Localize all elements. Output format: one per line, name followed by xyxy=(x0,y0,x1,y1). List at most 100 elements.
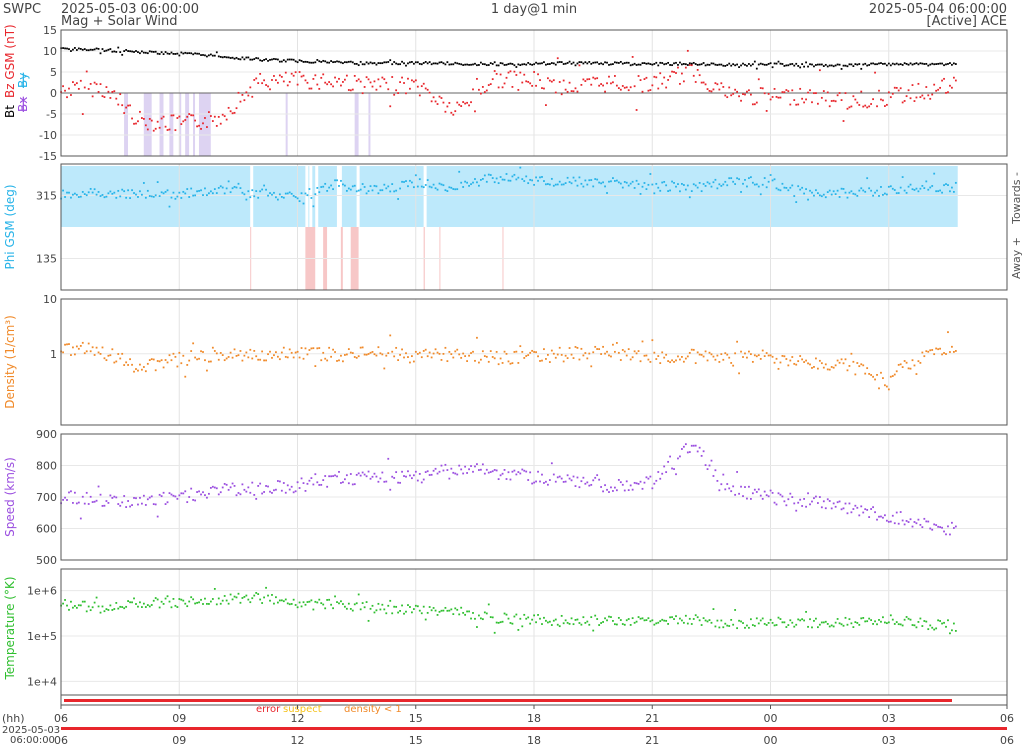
bt-point xyxy=(109,48,112,50)
phi-point xyxy=(820,195,823,198)
bz-point xyxy=(70,94,72,96)
speed-point xyxy=(576,476,579,479)
bt-point xyxy=(623,62,626,64)
density-point xyxy=(884,384,886,387)
temperature-point xyxy=(275,596,277,599)
bz-point xyxy=(787,90,790,93)
bt-point xyxy=(458,62,461,65)
speed-point xyxy=(704,464,707,467)
temperature-point xyxy=(554,618,557,621)
density-point xyxy=(722,358,725,361)
density-point xyxy=(645,354,648,357)
bt-point xyxy=(466,63,468,66)
phi-point xyxy=(602,181,604,184)
phi-point xyxy=(470,183,472,186)
density-point xyxy=(379,352,382,355)
speed-point xyxy=(574,485,577,487)
density-point xyxy=(399,353,401,356)
bt-point xyxy=(694,63,697,65)
mag-ytick-label: -15 xyxy=(39,150,57,163)
speed-point xyxy=(657,471,660,473)
speed-point xyxy=(83,502,86,505)
speed-point xyxy=(608,491,610,493)
bt-point xyxy=(554,63,557,66)
speed-point xyxy=(150,495,153,498)
phi-point xyxy=(951,186,953,189)
bz-point xyxy=(842,120,845,122)
bz-point xyxy=(529,82,532,85)
bt-point xyxy=(815,64,817,66)
bz-south-shade xyxy=(198,93,211,156)
temperature-point xyxy=(688,617,691,620)
bz-point xyxy=(357,78,360,81)
bt-point xyxy=(101,48,104,50)
temperature-point xyxy=(436,614,439,616)
speed-point xyxy=(127,500,130,502)
temperature-point xyxy=(889,614,892,617)
phi-point xyxy=(507,179,510,182)
phi-point xyxy=(923,187,926,190)
temperature-point xyxy=(290,603,293,605)
bz-point xyxy=(336,80,338,83)
bt-point xyxy=(537,62,539,65)
bt-point xyxy=(93,48,96,51)
x-tick-label-bottom: 06 xyxy=(54,734,68,747)
phi-point xyxy=(921,184,924,187)
speed-point xyxy=(446,469,449,471)
bt-point xyxy=(440,61,443,64)
bt-point xyxy=(265,58,267,61)
phi-point xyxy=(243,193,246,196)
bz-point xyxy=(454,110,457,113)
density-point xyxy=(517,362,520,364)
phi-point xyxy=(485,180,488,183)
bz-point xyxy=(206,126,208,128)
bt-point xyxy=(131,50,133,53)
density-point xyxy=(334,351,336,353)
bz-point xyxy=(259,72,262,75)
bz-point xyxy=(568,81,571,84)
density-point xyxy=(817,367,819,370)
density-point xyxy=(509,362,512,365)
temperature-point xyxy=(708,619,711,621)
temperature-point xyxy=(261,602,264,604)
speed-point xyxy=(75,502,78,505)
speed-point xyxy=(744,486,746,488)
bz-point xyxy=(68,87,70,90)
bt-point xyxy=(302,61,305,63)
density-point xyxy=(933,353,936,356)
bt-point xyxy=(474,62,476,65)
speed-point xyxy=(889,520,892,523)
bt-point xyxy=(749,64,752,67)
phi-point xyxy=(716,187,719,190)
bt-point xyxy=(194,52,197,55)
density-point xyxy=(355,356,358,359)
speed-point xyxy=(811,500,813,503)
phi-point xyxy=(156,181,159,183)
bt-point xyxy=(460,63,463,66)
start-time: 2025-05-03 06:00:00 xyxy=(61,2,199,17)
phi-point xyxy=(580,182,583,185)
density-point xyxy=(828,368,831,371)
temperature-point xyxy=(330,603,333,606)
temperature-point xyxy=(805,610,807,613)
temperature-point xyxy=(917,621,920,623)
speed-point xyxy=(592,479,595,482)
temperature-point xyxy=(371,604,374,607)
temperature-point xyxy=(663,619,666,622)
bt-point xyxy=(344,61,346,64)
density-point xyxy=(637,350,640,352)
phi-point xyxy=(588,179,591,182)
bt-point xyxy=(533,63,535,66)
density-point xyxy=(450,353,453,356)
temperature-point xyxy=(237,592,240,595)
temperature-point xyxy=(64,599,66,601)
speed-point xyxy=(225,483,228,486)
phi-point xyxy=(704,185,707,187)
density-point xyxy=(141,368,143,371)
phi-point xyxy=(631,180,634,183)
bz-point xyxy=(915,96,918,99)
bz-point xyxy=(176,117,179,119)
bz-point xyxy=(79,79,82,82)
speed-point xyxy=(615,489,618,492)
phi-point xyxy=(590,179,593,181)
